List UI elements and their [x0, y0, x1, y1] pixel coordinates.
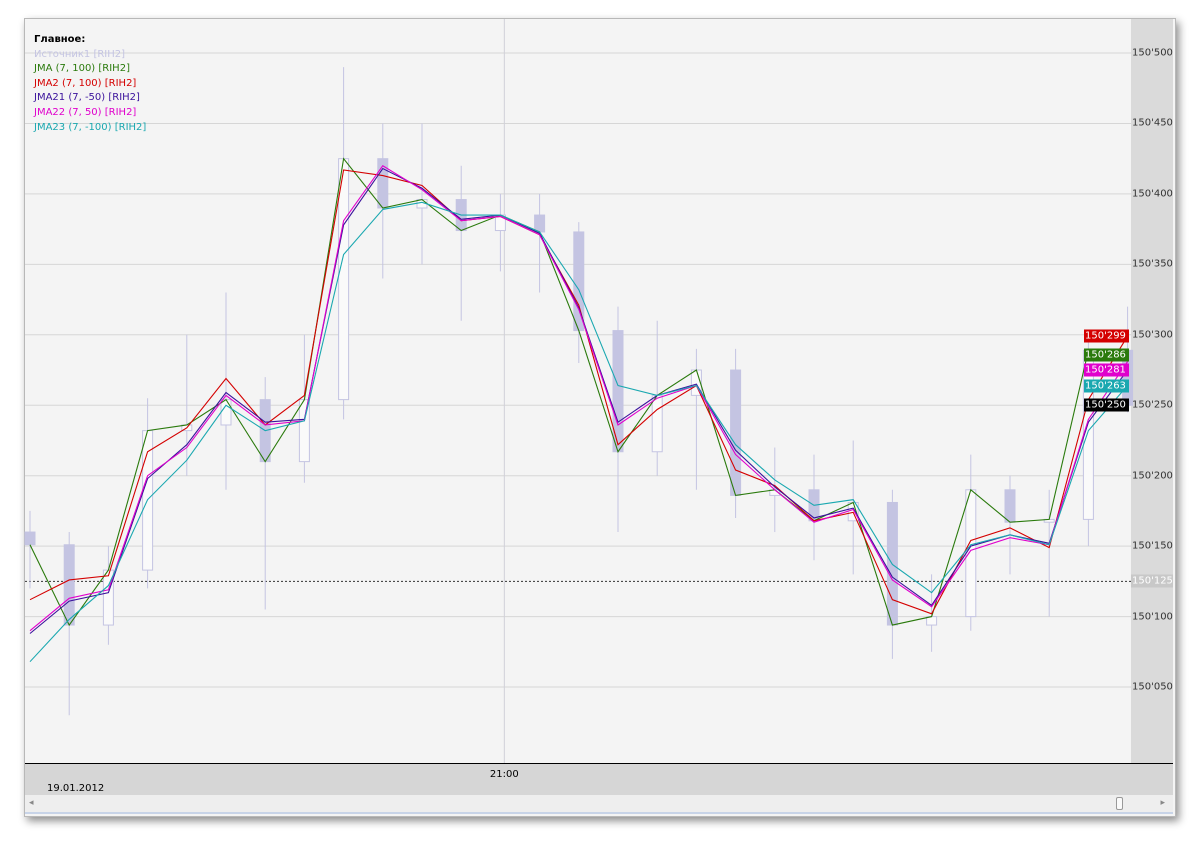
- legend-item-jma22[interactable]: JMA22 (7, 50) [RIH2]: [34, 106, 137, 118]
- y-axis-strip: [1131, 19, 1173, 763]
- candle-body: [338, 158, 350, 401]
- candle-body: [63, 544, 75, 626]
- legend-item-jma23[interactable]: JMA23 (7, -100) [RIH2]: [34, 121, 147, 133]
- y-tick-label: 150'450: [1132, 117, 1173, 129]
- candle-body: [965, 489, 977, 618]
- last-value-label: 150'286: [1084, 348, 1129, 362]
- reference-price-label: 150'125: [1131, 574, 1173, 588]
- legend-item-jma2[interactable]: JMA2 (7, 100) [RIH2]: [34, 77, 137, 89]
- series-line-2: [29, 167, 1129, 634]
- scroll-left-arrow-icon[interactable]: ◂: [29, 798, 34, 808]
- candle-body: [1004, 489, 1016, 523]
- y-tick-label: 150'350: [1132, 258, 1173, 270]
- scroll-right-arrow-icon[interactable]: ▸: [1160, 798, 1165, 808]
- time-tick-label: 21:00: [489, 769, 519, 780]
- last-value-label: 150'281: [1084, 363, 1129, 377]
- last-value-label: 150'299: [1084, 329, 1129, 343]
- last-value-label: 150'263: [1084, 379, 1129, 393]
- plot-area: [25, 19, 1131, 763]
- date-label: 19.01.2012: [47, 783, 105, 794]
- y-tick-label: 150'250: [1132, 399, 1173, 411]
- y-tick-label: 150'200: [1132, 470, 1173, 482]
- legend-item-jma[interactable]: JMA (7, 100) [RIH2]: [34, 63, 130, 75]
- series-line-0: [29, 157, 1128, 627]
- horizontal-scrollbar[interactable]: ◂ ▸: [25, 795, 1173, 814]
- legend: Главное: Источник1 [RIH2] JMA (7, 100) […: [34, 33, 146, 135]
- last-value-label: 150'250: [1084, 398, 1129, 412]
- legend-title: Главное:: [34, 34, 86, 45]
- candle-body: [24, 531, 36, 546]
- legend-item-source[interactable]: Источник1 [RIH2]: [34, 48, 126, 60]
- y-tick-label: 150'400: [1132, 188, 1173, 200]
- time-axis: 21:00 19.01.2012: [25, 763, 1173, 796]
- series-line-1: [29, 169, 1129, 615]
- scrollbar-thumb[interactable]: [1116, 797, 1123, 810]
- y-tick-label: 150'050: [1132, 681, 1173, 693]
- candle-body: [730, 369, 742, 496]
- legend-item-jma21[interactable]: JMA21 (7, -50) [RIH2]: [34, 92, 140, 104]
- candle-body: [534, 214, 546, 233]
- y-tick-label: 150'100: [1132, 611, 1173, 623]
- y-tick-label: 150'150: [1132, 540, 1173, 552]
- series-line-4: [29, 201, 1129, 663]
- candle-body: [220, 399, 232, 426]
- y-tick-label: 150'500: [1132, 47, 1173, 59]
- y-tick-label: 150'300: [1132, 329, 1173, 341]
- candle-body: [298, 399, 310, 463]
- series-line-3: [29, 164, 1129, 632]
- candle-body: [651, 394, 663, 453]
